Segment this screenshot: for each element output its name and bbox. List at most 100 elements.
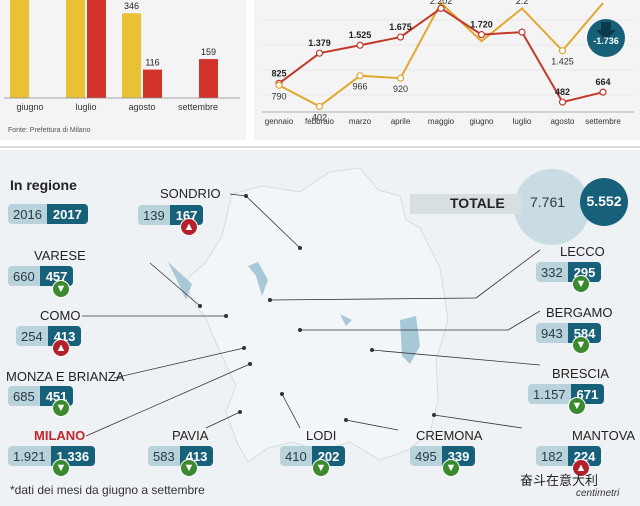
- province-name-lodi: LODI: [306, 428, 337, 443]
- total-old: 7.761: [530, 194, 566, 210]
- arrow-down-icon: ▼: [572, 275, 590, 293]
- data-label: 402: [312, 112, 327, 122]
- line-chart-panel: 825 1.379 1.525 1.675 1.720 482 664 790 402 966 92…: [254, 0, 640, 140]
- province-name-brescia: BRESCIA: [552, 366, 610, 381]
- region-panel: In regione 2016 2017 TOTALE 7.761 5.552 …: [0, 150, 640, 506]
- point-2017: [437, 4, 445, 12]
- point-2016: [396, 74, 405, 82]
- province-old: 1.157: [528, 384, 571, 404]
- tick-label: giugno: [16, 102, 43, 112]
- province-name-mantova: MANTOVA: [572, 428, 636, 443]
- bar: [122, 13, 141, 99]
- province-pill-bergamo: 943 584: [536, 323, 602, 343]
- arrow-down-icon: ▼: [568, 397, 586, 415]
- province-name-cremona: CREMONA: [416, 428, 483, 443]
- legend-pill: 2016 2017: [8, 204, 88, 224]
- data-label: 116: [145, 58, 159, 68]
- province-name-sondrio: SONDRIO: [160, 186, 221, 201]
- bar-chart: 408giugno544425luglio346116agosto159sett…: [4, 0, 240, 112]
- province-pill-mantova: 182 224: [536, 446, 602, 466]
- legend-new: 2017: [46, 204, 88, 224]
- arrow-down-icon: ▼: [52, 459, 70, 477]
- province-name-pavia: PAVIA: [172, 428, 209, 443]
- bar: [87, 0, 106, 98]
- province-old: 182: [536, 446, 568, 466]
- arrow-up-icon: ▲: [52, 339, 70, 357]
- province-pill-pavia: 583 413: [148, 446, 214, 466]
- arrow-up-icon: ▲: [180, 218, 198, 236]
- province-pill-varese: 660 457: [8, 266, 74, 286]
- point-2016: [356, 72, 364, 80]
- section-divider: [0, 146, 640, 148]
- tick-label: agosto: [550, 117, 575, 126]
- province-old: 583: [148, 446, 180, 466]
- province-old: 685: [8, 386, 40, 406]
- tick-label: giugno: [469, 117, 494, 126]
- point-2017: [396, 33, 405, 41]
- arrow-down-icon: ▼: [572, 336, 590, 354]
- province-pill-como: 254 413: [16, 326, 82, 346]
- region-title: In regione: [10, 177, 77, 193]
- legend-old: 2016: [8, 204, 47, 224]
- data-label: 790: [271, 91, 286, 101]
- data-label: 482: [555, 87, 570, 97]
- total-new-circle: [580, 178, 628, 226]
- footnote: *dati dei mesi da giugno a settembre: [10, 483, 205, 497]
- point-2017: [315, 49, 324, 57]
- tick-label: agosto: [128, 102, 155, 112]
- arrow-down-icon: ▼: [312, 459, 330, 477]
- data-label: 664: [595, 77, 610, 87]
- arrow-down-icon: ▼: [442, 459, 460, 477]
- arrow-up-icon: ▲: [572, 459, 590, 477]
- bar: [143, 69, 162, 98]
- province-name-varese: VARESE: [34, 248, 86, 263]
- source-note: Fonte: Prefettura di Milano: [8, 127, 91, 134]
- data-label: 159: [201, 47, 216, 57]
- arrow-down-icon: ▼: [52, 399, 70, 417]
- province-name-bergamo: BERGAMO: [546, 305, 613, 320]
- total-label: TOTALE: [450, 195, 505, 211]
- province-old: 1.921: [8, 446, 51, 466]
- data-label: 346: [124, 1, 139, 11]
- province-old: 943: [536, 323, 568, 343]
- tick-label: febbraio: [305, 117, 334, 126]
- arrow-down-icon: ▼: [52, 280, 70, 298]
- province-pill-milano: 1.921 1.336: [8, 446, 96, 466]
- province-old: 410: [280, 446, 312, 466]
- data-label: 1.379: [308, 38, 331, 48]
- watermark: 奋斗在意大利: [520, 473, 599, 488]
- data-label: 1.720: [470, 20, 493, 30]
- tick-label: luglio: [513, 117, 532, 126]
- province-name-lecco: LECCO: [560, 244, 605, 259]
- data-label: 1.675: [389, 22, 412, 32]
- tick-label: maggio: [428, 117, 455, 126]
- province-pill-brescia: 1.157 671: [528, 384, 605, 404]
- data-label: 1.525: [349, 30, 372, 40]
- line-chart: 825 1.379 1.525 1.675 1.720 482 664 790 402 966 92…: [262, 0, 634, 126]
- province-name-milano: MILANO: [34, 428, 86, 443]
- tick-label: gennaio: [265, 117, 294, 126]
- province-old: 139: [138, 205, 170, 225]
- tick-label: aprile: [391, 117, 411, 126]
- lombardy-map: [82, 167, 590, 463]
- data-label: 966: [352, 82, 367, 92]
- province-old: 660: [8, 266, 40, 286]
- data-label: 920: [393, 84, 408, 94]
- bar: [10, 0, 29, 98]
- tick-label: luglio: [75, 102, 96, 112]
- province-name-como: COMO: [40, 308, 81, 323]
- province-name-monza: MONZA E BRIANZA: [6, 369, 125, 384]
- data-label: 2.202: [430, 0, 453, 6]
- point-2017: [518, 28, 526, 36]
- province-old: 495: [410, 446, 442, 466]
- data-label: 1.425: [551, 57, 574, 67]
- arrow-down-icon: [596, 22, 616, 40]
- province-old: 254: [16, 326, 48, 346]
- point-2016: [558, 47, 567, 55]
- bar: [66, 0, 85, 98]
- point-2017: [599, 88, 607, 96]
- data-label: 825: [271, 68, 286, 78]
- tick-label: settembre: [178, 102, 218, 112]
- point-2017: [356, 41, 364, 49]
- tick-label: settembre: [585, 117, 621, 126]
